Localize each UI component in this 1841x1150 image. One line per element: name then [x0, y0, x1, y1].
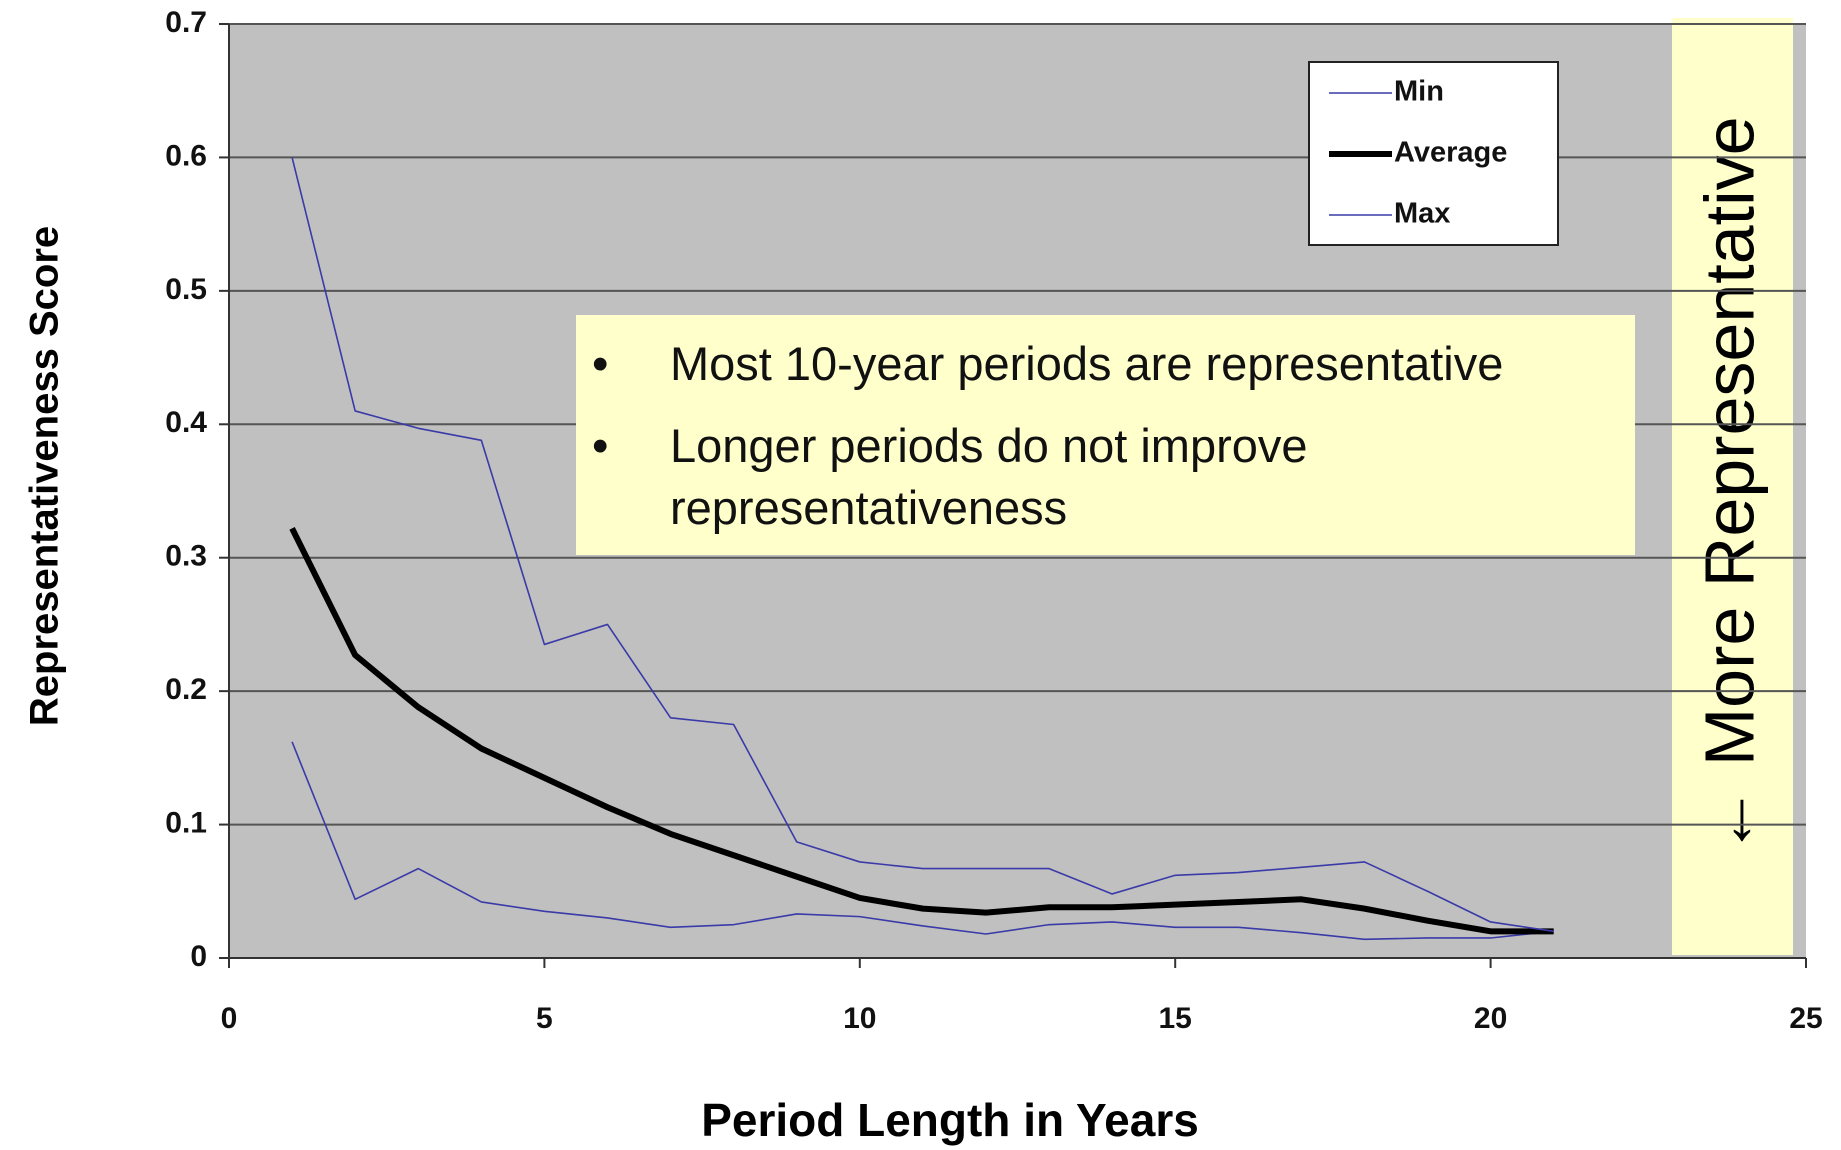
x-tick-label: 0: [221, 1002, 238, 1035]
y-tick-label: 0.2: [165, 673, 207, 706]
plot-layer: 0 0.1 0.2 0.3 0.4 0.5 0.6 0.7 0 5 10 15 20 25 Min Avera…: [165, 6, 1822, 1035]
side-label: ← More Representative: [1690, 116, 1768, 855]
x-axis-label: Period Length in Years: [701, 1094, 1199, 1146]
y-tick-label: 0.4: [165, 406, 207, 439]
y-tick-label: 0.5: [165, 273, 207, 306]
legend-label: Min: [1394, 76, 1444, 108]
legend-label: Average: [1394, 137, 1507, 169]
y-tick-label: 0.7: [165, 6, 207, 39]
x-tick-label: 10: [843, 1002, 876, 1035]
series-line: [289, 527, 1554, 935]
y-tick-label: 0.6: [165, 139, 207, 172]
legend-label: Max: [1394, 198, 1450, 230]
note-box: Most 10-year periods are representative L…: [576, 315, 1635, 555]
side-panel: [1672, 18, 1793, 955]
legend: Min Average Max: [1308, 61, 1559, 246]
note-list: Most 10-year periods are representative L…: [576, 333, 1615, 539]
x-tick-label: 15: [1159, 1002, 1192, 1035]
note: Most 10-year periods are representative: [592, 333, 1615, 395]
series-line: [291, 157, 1554, 933]
x-tick-label: 20: [1474, 1002, 1507, 1035]
x-tick-label: 5: [536, 1002, 553, 1035]
y-axis-label: Representativeness Score: [23, 226, 67, 726]
note: Longer periods do not improve representa…: [592, 415, 1615, 539]
y-tick-label: 0.3: [165, 540, 207, 573]
series-line: [291, 741, 1554, 941]
y-tick-label: 0: [190, 940, 207, 973]
x-tick-label: 25: [1789, 1002, 1822, 1035]
y-tick-label: 0.1: [165, 806, 207, 839]
